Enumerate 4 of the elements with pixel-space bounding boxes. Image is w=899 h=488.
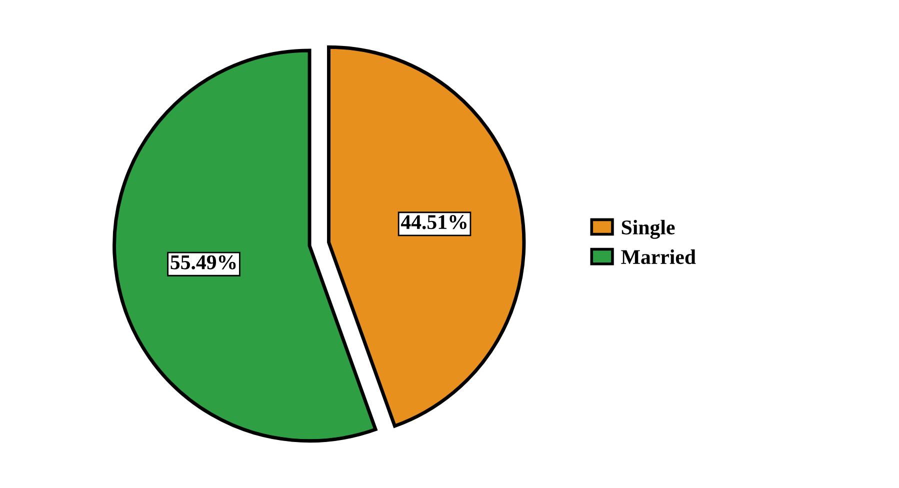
legend-label: Single — [622, 220, 675, 239]
data-label: 44.51% — [400, 215, 466, 230]
legend-label: Married — [621, 249, 696, 264]
data-label: 55.49% — [170, 255, 236, 270]
